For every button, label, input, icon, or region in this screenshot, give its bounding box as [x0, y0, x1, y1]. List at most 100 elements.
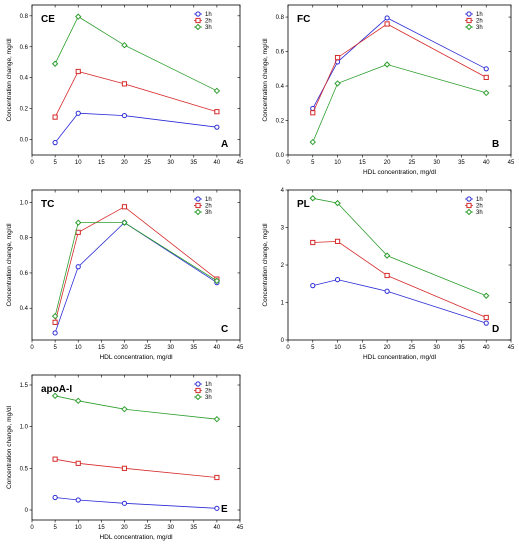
- panel-title: TC: [41, 199, 54, 210]
- x-tick-label: 25: [409, 160, 416, 166]
- x-tick-label: 45: [237, 345, 244, 351]
- y-tick-label: 1.0: [20, 425, 29, 431]
- series-line-1h: [54, 112, 217, 143]
- data-point-3h: [213, 415, 221, 423]
- y-tick-label: 1: [281, 301, 285, 307]
- x-tick-label: 5: [53, 345, 57, 351]
- series-line-2h: [54, 71, 218, 118]
- plot-frame: [31, 374, 241, 521]
- data-point-2h: [52, 319, 58, 325]
- legend-marker-1h: [466, 11, 472, 17]
- data-point-3h: [121, 41, 128, 49]
- x-tick-label: 45: [237, 525, 244, 531]
- x-tick-label: 10: [75, 525, 82, 531]
- x-tick-label: 20: [121, 525, 128, 531]
- x-tick-label: 15: [98, 345, 105, 351]
- legend-label: 3h: [476, 210, 483, 216]
- series-line-3h: [54, 16, 218, 92]
- data-point-3h: [121, 219, 128, 226]
- legend-label: 1h: [205, 382, 212, 388]
- series-line-2h: [312, 240, 487, 318]
- y-tick-label: 0.6: [20, 45, 29, 51]
- y-tick-label: 0.4: [276, 84, 285, 90]
- x-tick-label: 0: [30, 345, 34, 351]
- panel-title: apoA-I: [41, 384, 72, 395]
- plot-frame: [31, 189, 241, 341]
- data-point-2h: [483, 74, 489, 81]
- x-tick-label: 10: [75, 160, 82, 166]
- data-point-3h: [483, 292, 490, 299]
- data-point-1h: [75, 264, 81, 270]
- x-tick-label: 45: [237, 160, 244, 166]
- legend-marker-1h: [195, 11, 201, 17]
- legend-label: 1h: [476, 197, 483, 203]
- x-tick-label: 20: [121, 160, 128, 166]
- series-line-1h: [55, 497, 217, 509]
- x-tick-label: 25: [144, 345, 151, 351]
- data-point-3h: [383, 61, 391, 68]
- data-point-2h: [75, 229, 81, 235]
- legend-marker-3h: [194, 23, 202, 31]
- legend-label: 2h: [205, 204, 212, 210]
- data-point-2h: [121, 465, 128, 471]
- data-point-3h: [75, 13, 82, 20]
- y-tick-label: 0: [25, 508, 29, 514]
- x-tick-label: 5: [53, 525, 57, 531]
- y-tick-label: 0.2: [20, 107, 29, 113]
- series-line-1h: [312, 279, 487, 324]
- legend-marker-2h: [195, 387, 201, 394]
- legend-label: 2h: [476, 204, 483, 210]
- x-tick-label: 0: [30, 160, 34, 166]
- panel-title: CE: [41, 14, 55, 25]
- data-point-3h: [334, 199, 341, 207]
- y-tick-label: 1.5: [20, 383, 29, 389]
- data-point-2h: [75, 68, 81, 75]
- x-tick-label: 5: [311, 345, 315, 351]
- panel-letter: A: [221, 139, 228, 150]
- data-point-3h: [75, 397, 82, 405]
- series-line-3h: [55, 395, 217, 420]
- series-line-2h: [312, 23, 487, 113]
- panel-letter: C: [221, 324, 228, 335]
- legend-marker-1h: [195, 381, 201, 387]
- legend-label: 3h: [205, 395, 212, 401]
- y-tick-label: 1.0: [20, 200, 29, 206]
- x-tick-label: 20: [384, 345, 391, 351]
- legend-marker-2h: [195, 202, 201, 209]
- data-point-2h: [384, 272, 390, 279]
- x-tick-label: 25: [144, 525, 151, 531]
- data-point-2h: [214, 109, 220, 115]
- x-tick-label: 30: [167, 160, 174, 166]
- data-point-3h: [383, 252, 391, 259]
- data-point-2h: [214, 474, 220, 481]
- y-axis-label: Concentration change, mg/dl: [262, 38, 269, 122]
- x-tick-label: 35: [190, 160, 197, 166]
- x-tick-label: 25: [144, 160, 151, 166]
- panel-letter: D: [492, 324, 499, 335]
- x-tick-label: 30: [167, 345, 174, 351]
- y-tick-label: 0.4: [20, 306, 29, 312]
- legend-label: 1h: [476, 12, 483, 18]
- y-tick-label: 0.0: [276, 153, 285, 159]
- y-axis-label: Concentration change, mg/dl: [6, 405, 13, 489]
- data-point-3h: [483, 89, 490, 97]
- legend-label: 1h: [205, 197, 212, 203]
- legend-marker-2h: [195, 17, 201, 24]
- legend-marker-3h: [465, 23, 473, 31]
- x-tick-label: 15: [359, 345, 366, 351]
- series-line-3h: [312, 197, 487, 297]
- x-tick-label: 0: [286, 160, 290, 166]
- chart-panel-c: 0 5 10 15 20 25 30 35 40 45 0.4 0.6 0.8 1.0 HDL concen…: [6, 189, 244, 361]
- y-tick-label: 0.5: [20, 466, 29, 472]
- y-tick-label: 0.8: [276, 15, 285, 21]
- x-tick-label: 10: [334, 160, 341, 166]
- x-tick-label: 0: [286, 345, 290, 351]
- data-point-2h: [121, 81, 128, 87]
- series-line-2h: [55, 458, 217, 478]
- data-point-3h: [334, 80, 341, 87]
- data-point-2h: [310, 239, 316, 246]
- legend-marker-3h: [194, 393, 202, 401]
- x-axis-label: HDL concentration, mg/dl: [99, 534, 173, 541]
- x-tick-label: 35: [190, 525, 197, 531]
- data-point-1h: [384, 288, 390, 294]
